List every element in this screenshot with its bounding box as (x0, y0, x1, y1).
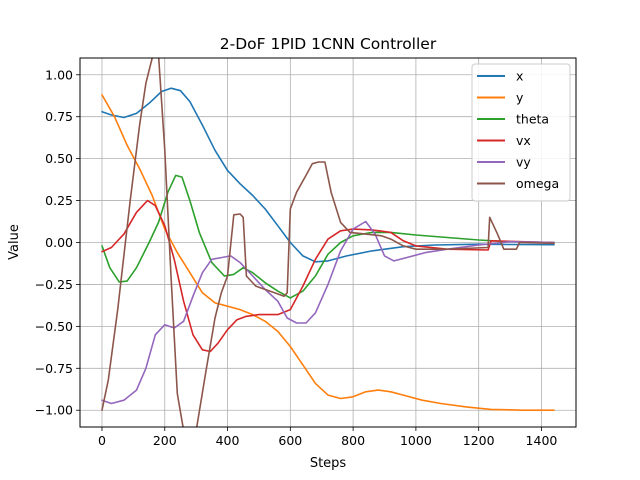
series-line-vx (101, 199, 555, 353)
y-tick-label: −0.75 (35, 361, 73, 376)
y-tick-label: 0.00 (45, 235, 73, 250)
x-tick-label: 1400 (526, 433, 558, 448)
y-tick-label: −0.50 (35, 319, 73, 334)
y-tick-label: 1.00 (45, 67, 73, 82)
legend-label-omega: omega (516, 176, 559, 191)
y-tick-label: 0.50 (45, 151, 73, 166)
legend: xy theta vx vy omega (471, 63, 571, 202)
legend-label-y: y (516, 90, 524, 105)
axis-ticks: 0 200 400 600 800 1000 1200 1400 −1.00 −0.75 −0.50… (35, 67, 558, 448)
y-axis-label: Value (7, 224, 22, 260)
legend-label-vx: vx (516, 133, 531, 148)
x-tick-label: 600 (278, 433, 302, 448)
x-axis-label: Steps (310, 456, 347, 471)
y-tick-label: −1.00 (35, 403, 73, 418)
series-line-x (101, 87, 555, 263)
x-tick-label: 800 (341, 433, 365, 448)
x-tick-label: 200 (153, 433, 177, 448)
series-line-y (101, 94, 555, 411)
x-tick-label: 400 (216, 433, 240, 448)
y-tick-label: 0.25 (45, 193, 73, 208)
x-tick-label: 0 (98, 433, 106, 448)
y-tick-label: 0.75 (45, 109, 73, 124)
series-line-omega (101, 58, 555, 427)
series-line-vy (101, 220, 555, 405)
legend-label-x: x (516, 69, 523, 84)
series-lines (101, 58, 555, 427)
x-tick-label: 1000 (400, 433, 432, 448)
chart-title: 2-DoF 1PID 1CNN Controller (220, 35, 437, 53)
x-tick-label: 1200 (463, 433, 495, 448)
legend-label-theta: theta (516, 112, 549, 127)
y-tick-label: −0.25 (35, 277, 73, 292)
legend-label-vy: vy (516, 155, 531, 170)
